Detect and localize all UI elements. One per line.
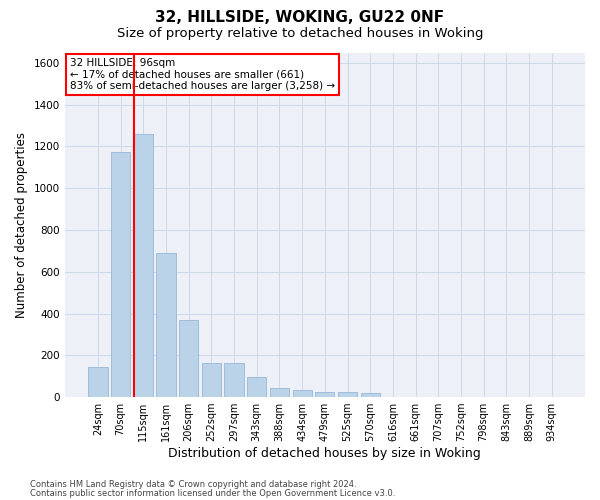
Bar [88, 367, 107, 397]
Bar [293, 390, 312, 397]
Bar [224, 362, 244, 397]
Text: Contains HM Land Registry data © Crown copyright and database right 2024.: Contains HM Land Registry data © Crown c… [30, 480, 356, 489]
Bar [361, 394, 380, 397]
Text: Size of property relative to detached houses in Woking: Size of property relative to detached ho… [117, 28, 483, 40]
Bar [270, 388, 289, 397]
Bar [157, 253, 176, 397]
Bar [338, 392, 357, 397]
Text: 32 HILLSIDE: 96sqm
← 17% of detached houses are smaller (661)
83% of semi-detach: 32 HILLSIDE: 96sqm ← 17% of detached hou… [70, 58, 335, 91]
Bar [134, 134, 153, 397]
Bar [247, 377, 266, 397]
Y-axis label: Number of detached properties: Number of detached properties [15, 132, 28, 318]
Bar [315, 392, 334, 397]
Bar [202, 362, 221, 397]
Bar [179, 320, 199, 397]
Text: 32, HILLSIDE, WOKING, GU22 0NF: 32, HILLSIDE, WOKING, GU22 0NF [155, 10, 445, 25]
Text: Contains public sector information licensed under the Open Government Licence v3: Contains public sector information licen… [30, 488, 395, 498]
Bar [111, 152, 130, 397]
X-axis label: Distribution of detached houses by size in Woking: Distribution of detached houses by size … [169, 447, 481, 460]
